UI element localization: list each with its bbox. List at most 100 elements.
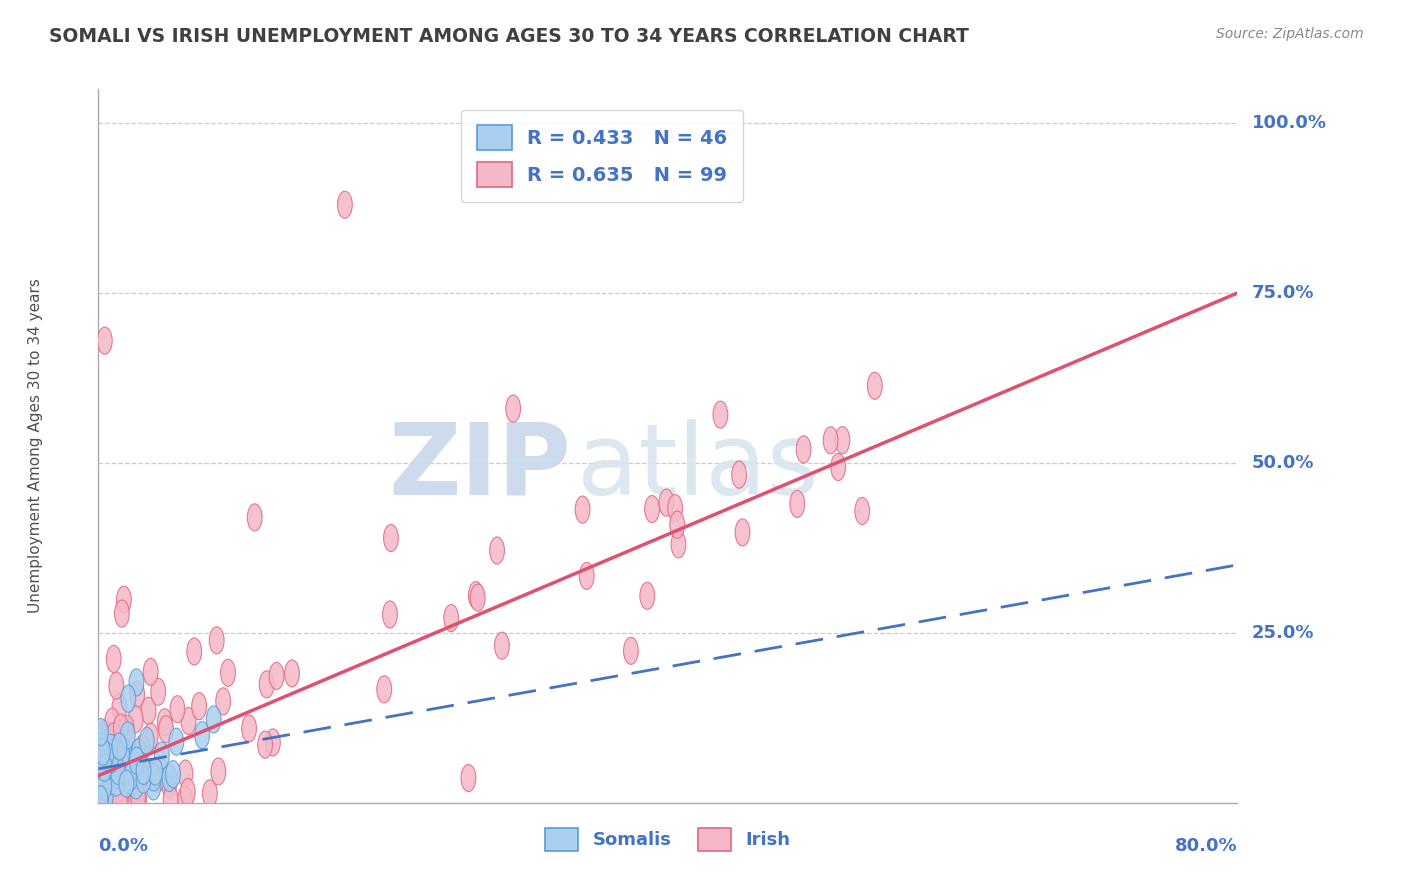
Ellipse shape — [129, 786, 143, 813]
Ellipse shape — [150, 765, 165, 792]
Text: 80.0%: 80.0% — [1174, 837, 1237, 855]
Text: Unemployment Among Ages 30 to 34 years: Unemployment Among Ages 30 to 34 years — [28, 278, 44, 614]
Ellipse shape — [94, 780, 108, 808]
Ellipse shape — [97, 327, 112, 354]
Ellipse shape — [209, 627, 224, 654]
Ellipse shape — [134, 739, 148, 766]
Ellipse shape — [461, 764, 475, 791]
Ellipse shape — [104, 767, 118, 795]
Ellipse shape — [117, 586, 131, 614]
Ellipse shape — [128, 706, 143, 733]
Ellipse shape — [735, 519, 749, 546]
Ellipse shape — [824, 426, 838, 454]
Ellipse shape — [468, 582, 484, 608]
Ellipse shape — [96, 739, 110, 765]
Ellipse shape — [98, 781, 114, 809]
Ellipse shape — [114, 741, 129, 768]
Ellipse shape — [146, 772, 160, 800]
Ellipse shape — [101, 786, 117, 813]
Ellipse shape — [179, 760, 193, 787]
Ellipse shape — [110, 757, 125, 784]
Ellipse shape — [93, 742, 107, 769]
Ellipse shape — [284, 660, 299, 687]
Ellipse shape — [215, 688, 231, 714]
Ellipse shape — [124, 764, 138, 790]
Ellipse shape — [796, 436, 811, 463]
Ellipse shape — [153, 756, 167, 784]
Ellipse shape — [141, 760, 156, 787]
Ellipse shape — [146, 764, 162, 791]
Ellipse shape — [104, 741, 120, 768]
Text: 75.0%: 75.0% — [1251, 284, 1315, 302]
Ellipse shape — [121, 722, 135, 749]
Ellipse shape — [575, 496, 591, 524]
Ellipse shape — [136, 766, 150, 793]
Ellipse shape — [377, 676, 392, 703]
Ellipse shape — [269, 663, 284, 690]
Ellipse shape — [103, 734, 118, 761]
Ellipse shape — [121, 766, 136, 793]
Ellipse shape — [107, 750, 121, 777]
Text: SOMALI VS IRISH UNEMPLOYMENT AMONG AGES 30 TO 34 YEARS CORRELATION CHART: SOMALI VS IRISH UNEMPLOYMENT AMONG AGES … — [49, 27, 969, 45]
Ellipse shape — [120, 770, 134, 797]
Ellipse shape — [114, 714, 128, 741]
Ellipse shape — [489, 537, 505, 564]
Ellipse shape — [148, 758, 163, 785]
Ellipse shape — [211, 758, 226, 785]
Ellipse shape — [98, 741, 114, 769]
Ellipse shape — [128, 772, 143, 799]
Ellipse shape — [668, 494, 682, 522]
Ellipse shape — [169, 728, 184, 756]
Ellipse shape — [107, 786, 121, 813]
Ellipse shape — [128, 741, 143, 768]
Ellipse shape — [122, 741, 138, 769]
Ellipse shape — [125, 786, 139, 813]
Ellipse shape — [671, 531, 686, 558]
Ellipse shape — [259, 671, 274, 698]
Ellipse shape — [194, 722, 209, 748]
Ellipse shape — [131, 783, 145, 811]
Ellipse shape — [855, 498, 870, 524]
Ellipse shape — [139, 727, 155, 755]
Ellipse shape — [506, 395, 520, 422]
Ellipse shape — [120, 715, 134, 742]
Ellipse shape — [831, 453, 845, 481]
Ellipse shape — [162, 771, 177, 798]
Ellipse shape — [94, 719, 108, 746]
Text: atlas: atlas — [576, 419, 818, 516]
Text: 25.0%: 25.0% — [1251, 624, 1315, 642]
Ellipse shape — [129, 669, 143, 696]
Ellipse shape — [257, 731, 273, 758]
Ellipse shape — [141, 698, 156, 724]
Ellipse shape — [135, 735, 150, 762]
Ellipse shape — [645, 496, 659, 523]
Ellipse shape — [159, 715, 173, 743]
Ellipse shape — [790, 491, 804, 517]
Ellipse shape — [101, 730, 117, 756]
Ellipse shape — [97, 755, 112, 781]
Ellipse shape — [640, 582, 655, 609]
Ellipse shape — [659, 489, 673, 516]
Ellipse shape — [166, 761, 180, 788]
Ellipse shape — [187, 638, 201, 665]
Ellipse shape — [97, 751, 111, 779]
Ellipse shape — [131, 739, 146, 766]
Ellipse shape — [713, 401, 728, 428]
Ellipse shape — [202, 780, 218, 807]
Ellipse shape — [107, 646, 121, 673]
Ellipse shape — [108, 769, 124, 796]
Ellipse shape — [471, 584, 485, 611]
Ellipse shape — [96, 772, 111, 799]
Ellipse shape — [495, 632, 509, 659]
Ellipse shape — [170, 696, 184, 723]
Legend: Somalis, Irish: Somalis, Irish — [538, 821, 797, 858]
Ellipse shape — [868, 372, 882, 400]
Ellipse shape — [105, 708, 120, 735]
Ellipse shape — [127, 746, 142, 772]
Ellipse shape — [98, 720, 112, 747]
Text: 0.0%: 0.0% — [98, 837, 149, 855]
Ellipse shape — [136, 757, 150, 784]
Ellipse shape — [191, 692, 207, 720]
Ellipse shape — [93, 786, 108, 813]
Ellipse shape — [181, 707, 195, 735]
